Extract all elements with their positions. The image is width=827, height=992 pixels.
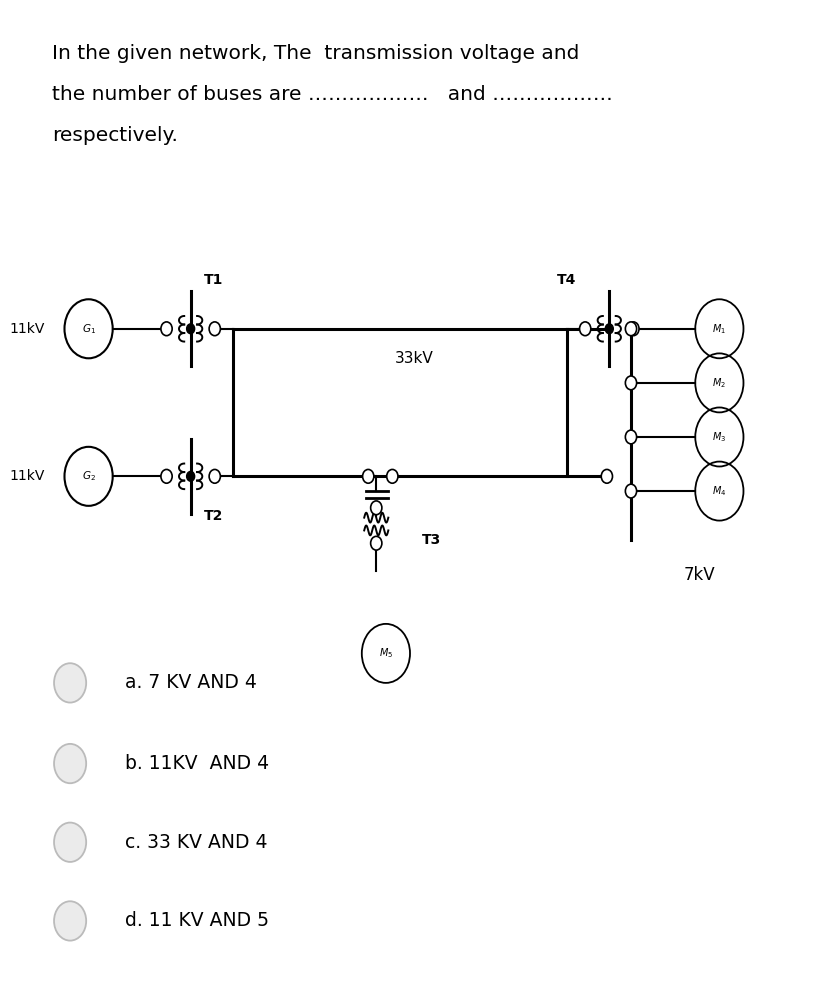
Text: T3: T3 bbox=[422, 534, 441, 548]
Text: $M_5$: $M_5$ bbox=[379, 647, 393, 661]
Circle shape bbox=[579, 321, 590, 335]
Circle shape bbox=[370, 537, 381, 551]
Text: In the given network, The  transmission voltage and: In the given network, The transmission v… bbox=[52, 44, 579, 62]
Circle shape bbox=[386, 469, 398, 483]
Circle shape bbox=[370, 501, 381, 515]
Text: a. 7 KV AND 4: a. 7 KV AND 4 bbox=[125, 674, 256, 692]
Text: c. 33 KV AND 4: c. 33 KV AND 4 bbox=[125, 832, 267, 852]
Text: d. 11 KV AND 5: d. 11 KV AND 5 bbox=[125, 912, 269, 930]
Text: respectively.: respectively. bbox=[52, 126, 178, 145]
Circle shape bbox=[624, 484, 636, 498]
Circle shape bbox=[605, 323, 613, 333]
Text: $G_1$: $G_1$ bbox=[82, 321, 95, 335]
Circle shape bbox=[209, 469, 220, 483]
Circle shape bbox=[624, 321, 636, 335]
Circle shape bbox=[362, 469, 374, 483]
Text: T2: T2 bbox=[203, 509, 222, 523]
Circle shape bbox=[624, 376, 636, 390]
Circle shape bbox=[54, 902, 86, 940]
Text: $M_4$: $M_4$ bbox=[711, 484, 725, 498]
Text: 11kV: 11kV bbox=[9, 469, 45, 483]
Text: 11kV: 11kV bbox=[9, 321, 45, 335]
Circle shape bbox=[160, 469, 172, 483]
Circle shape bbox=[186, 471, 194, 481]
Circle shape bbox=[209, 321, 220, 335]
Text: $G_2$: $G_2$ bbox=[82, 469, 95, 483]
Text: b. 11KV  AND 4: b. 11KV AND 4 bbox=[125, 754, 269, 773]
Circle shape bbox=[627, 321, 638, 335]
Text: 7kV: 7kV bbox=[682, 565, 715, 583]
Text: $M_2$: $M_2$ bbox=[711, 376, 725, 390]
Text: 33kV: 33kV bbox=[394, 351, 433, 366]
Circle shape bbox=[186, 323, 194, 333]
Circle shape bbox=[54, 664, 86, 702]
Text: $M_1$: $M_1$ bbox=[711, 321, 725, 335]
Text: $M_3$: $M_3$ bbox=[711, 431, 725, 443]
Circle shape bbox=[624, 431, 636, 443]
Text: T4: T4 bbox=[557, 273, 576, 287]
Circle shape bbox=[54, 744, 86, 784]
Circle shape bbox=[54, 822, 86, 862]
Circle shape bbox=[600, 469, 612, 483]
Text: T1: T1 bbox=[203, 273, 222, 287]
Text: the number of buses are ………………   and ………………: the number of buses are ……………… and ……………… bbox=[52, 85, 613, 104]
Circle shape bbox=[160, 321, 172, 335]
